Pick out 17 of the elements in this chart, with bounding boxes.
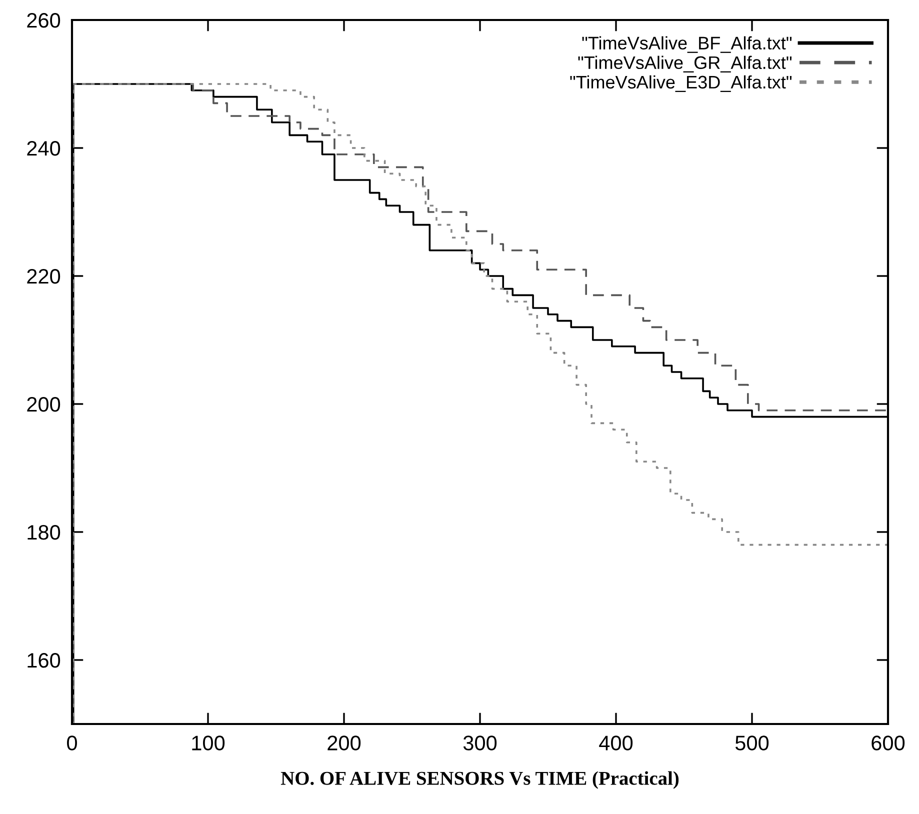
y-tick-label: 260 <box>27 13 60 28</box>
y-tick-label: 240 <box>27 141 60 156</box>
x-tick-label: 400 <box>599 736 633 750</box>
legend-label: "TimeVsAlive_GR_Alfa.txt" <box>578 56 792 72</box>
y-tick-label: 220 <box>27 269 60 284</box>
x-tick-label: 200 <box>328 736 361 750</box>
x-axis-title: NO. OF ALIVE SENSORS Vs TIME (Practical) <box>280 771 679 789</box>
x-tick-label: 600 <box>872 736 905 750</box>
x-tick-label: 300 <box>463 736 497 750</box>
legend-label: "TimeVsAlive_BF_Alfa.txt" <box>582 36 792 53</box>
y-tick-label: 200 <box>27 397 60 412</box>
x-tick-label: 0 <box>67 736 77 750</box>
y-tick-label: 180 <box>28 525 60 540</box>
x-tick-label: 100 <box>192 736 225 750</box>
y-tick-label: 160 <box>28 653 60 668</box>
x-tick-label: 500 <box>735 736 769 750</box>
legend-label: "TimeVsAlive_E3D_Alfa.txt" <box>570 75 792 92</box>
